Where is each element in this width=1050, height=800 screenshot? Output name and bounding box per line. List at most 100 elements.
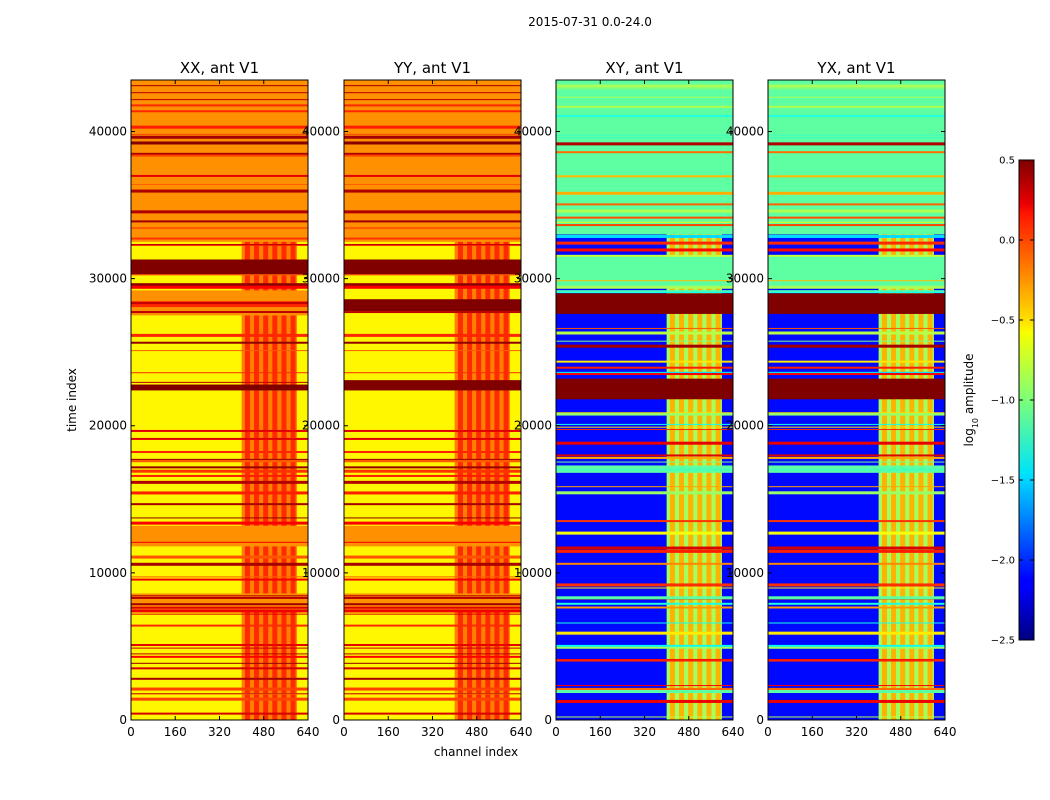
rfi-line: [131, 541, 308, 543]
x-tick-label: 160: [164, 725, 187, 739]
bright-time-range: [344, 525, 521, 547]
channel-stripe: [263, 80, 269, 720]
rfi-line: [556, 221, 733, 223]
channel-stripe: [927, 80, 933, 720]
rfi-line: [556, 441, 733, 445]
x-tick-label: 320: [421, 725, 444, 739]
rfi-line: [344, 459, 521, 463]
saturated-time-range: [131, 259, 308, 275]
rfi-line: [344, 437, 521, 440]
rfi-line: [556, 596, 733, 600]
rfi-line: [556, 344, 733, 348]
rfi-line: [768, 583, 945, 587]
saturated-time-range: [768, 378, 945, 400]
rfi-line: [768, 491, 945, 495]
rfi-line: [768, 413, 945, 416]
rfi-line: [556, 429, 733, 431]
rfi-line: [131, 135, 308, 139]
panel-1: YY, ant V1 0 160 320 480 640 0 10000 20000 30000 4…: [302, 59, 533, 739]
rfi-line: [131, 350, 308, 352]
rfi-line: [556, 456, 733, 459]
x-tick-label: 0: [127, 725, 135, 739]
colorbar-tick-label: −0.5: [991, 316, 1015, 327]
rfi-line: [131, 474, 308, 477]
rfi-line: [768, 454, 945, 457]
rfi-line: [556, 461, 733, 463]
rfi-line: [131, 304, 308, 308]
channel-stripe: [881, 80, 887, 720]
rfi-line: [344, 189, 521, 193]
x-tick-label: 320: [845, 725, 868, 739]
bright-time-range: [556, 80, 733, 235]
rfi-line: [131, 562, 308, 566]
rfi-line: [768, 646, 945, 649]
rfi-line: [556, 685, 733, 687]
rfi-line: [131, 662, 308, 664]
rfi-line: [131, 451, 308, 454]
x-tick-label: 160: [801, 725, 824, 739]
rfi-line: [768, 423, 945, 425]
x-tick-label: 480: [677, 725, 700, 739]
rfi-line: [131, 655, 308, 658]
rfi-line: [556, 203, 733, 206]
rfi-line: [768, 203, 945, 206]
channel-stripe: [476, 80, 482, 720]
rfi-line: [344, 480, 521, 484]
colorbar: 0.5 0.0 −0.5 −1.0 −1.5 −2.0 −2.5 log10 amplitu…: [962, 156, 1035, 647]
rfi-line: [344, 244, 521, 246]
rfi-line: [344, 562, 521, 566]
rfi-line: [344, 712, 521, 715]
rfi-line: [768, 456, 945, 459]
rfi-line: [768, 644, 945, 647]
rfi-line: [344, 603, 521, 606]
rfi-line: [556, 546, 733, 550]
rfi-line: [556, 373, 733, 376]
rfi-line: [768, 134, 945, 136]
y-tick-label: 30000: [302, 272, 340, 286]
rfi-line: [131, 576, 308, 578]
rfi-line: [131, 133, 308, 135]
rfi-line: [768, 290, 945, 294]
rfi-line: [344, 154, 521, 157]
rfi-line: [344, 613, 521, 615]
rfi-line: [556, 423, 733, 425]
rfi-line: [344, 541, 521, 543]
rfi-line: [131, 469, 308, 473]
rfi-line: [131, 596, 308, 599]
bright-time-range: [344, 80, 521, 242]
saturated-time-range: [344, 299, 521, 311]
channel-stripe: [244, 80, 250, 720]
rfi-line: [556, 241, 733, 245]
rfi-line: [131, 667, 308, 670]
rfi-line: [556, 285, 733, 289]
panel-2: XY, ant V1 0 160 320 480 640 0 10000 20000 30000 4…: [514, 59, 745, 739]
rfi-line: [556, 520, 733, 523]
rfi-line: [556, 583, 733, 587]
rfi-line: [768, 344, 945, 348]
rfi-line: [556, 413, 733, 416]
rfi-line: [344, 693, 521, 695]
rfi-line: [131, 210, 308, 214]
rfi-line: [556, 216, 733, 219]
rfi-line: [556, 105, 733, 108]
rfi-line: [131, 712, 308, 715]
rfi-line: [344, 458, 521, 460]
rfi-line: [131, 152, 308, 156]
rfi-line: [131, 644, 308, 647]
channel-stripe: [485, 80, 491, 720]
channel-stripe: [494, 80, 500, 720]
rfi-line: [131, 92, 308, 94]
rfi-line: [556, 290, 733, 294]
colorbar-label-prefix: log: [962, 428, 976, 446]
rfi-line: [768, 137, 945, 139]
rfi-line: [556, 549, 733, 553]
rfi-line: [131, 189, 308, 193]
rfi-line: [768, 241, 945, 245]
rfi-line: [768, 546, 945, 550]
rfi-line: [556, 454, 733, 457]
rfi-line: [344, 595, 521, 597]
rfi-line: [556, 137, 733, 139]
colorbar-tick-label: −1.5: [991, 476, 1015, 487]
rfi-line: [344, 133, 521, 135]
panel-title: XY, ant V1: [605, 59, 683, 77]
